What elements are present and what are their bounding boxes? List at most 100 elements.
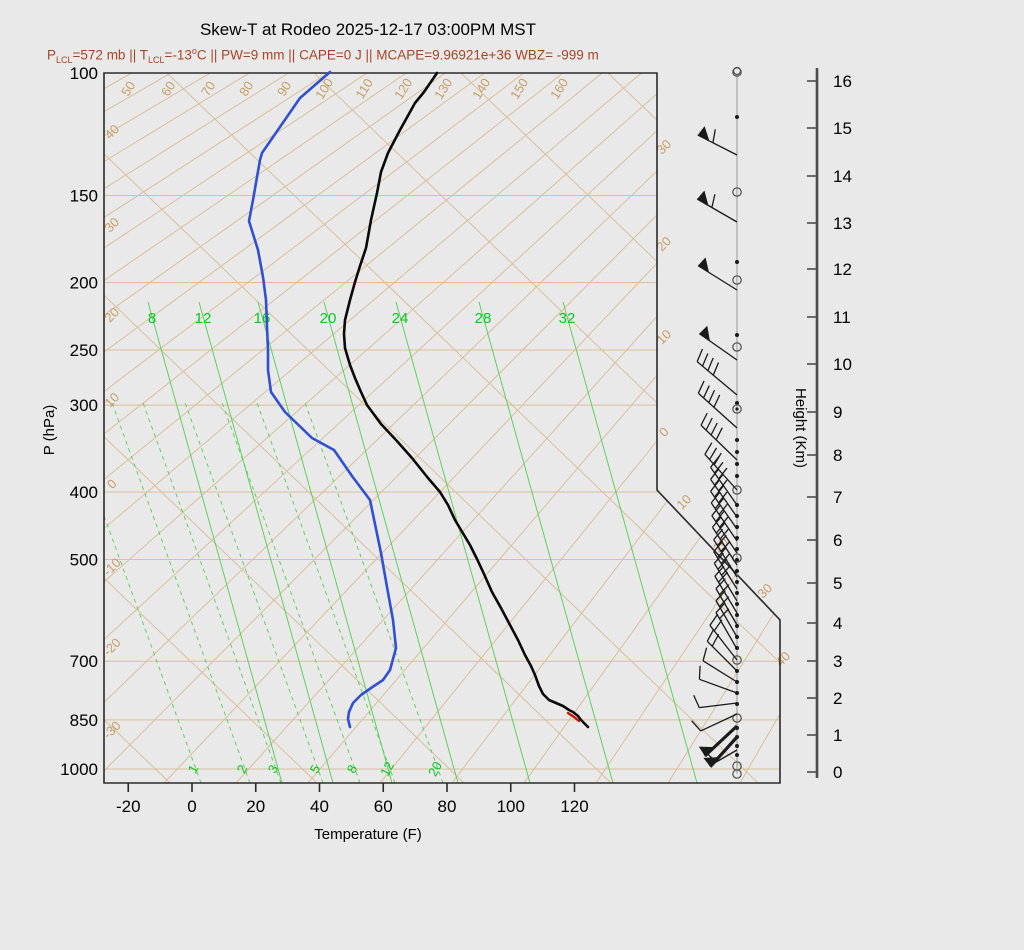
height-tick-label: 11 — [833, 308, 851, 327]
pressure-tick-label: 250 — [70, 341, 98, 360]
wind-barb — [715, 602, 738, 650]
wind-level-dot — [735, 450, 739, 454]
barb-feather — [713, 552, 724, 564]
dry-adiabat-line — [667, 73, 780, 783]
barb-feather — [713, 540, 724, 553]
barb-shaft — [714, 575, 738, 614]
isotherm-line — [104, 73, 465, 783]
wind-level-dot — [735, 569, 739, 573]
x-axis-title: Temperature (F) — [314, 826, 422, 843]
height-tick-label: 13 — [833, 214, 852, 233]
x-tick-label: 0 — [187, 797, 196, 816]
height-tick-label: 9 — [833, 403, 842, 422]
moist-adiabat-line — [478, 301, 614, 783]
x-tick-label: 40 — [310, 797, 329, 816]
mixing-ratio-line — [303, 399, 444, 783]
barb-feather — [700, 412, 708, 426]
barb-feather — [706, 628, 715, 642]
pressure-tick-label: 100 — [70, 64, 98, 83]
pressure-tick-label: 500 — [70, 550, 98, 569]
isotherm-label-top: 100 — [312, 75, 336, 101]
barb-shaft — [709, 735, 739, 768]
wind-barb — [706, 628, 738, 672]
wind-level-circle — [732, 342, 742, 352]
wind-level-circle — [732, 485, 742, 495]
barb-feather — [710, 480, 720, 492]
wind-level-circle — [732, 655, 742, 665]
wind-barb — [696, 190, 738, 223]
height-tick-label: 0 — [833, 763, 842, 782]
temperature-axis: -20 0 20 40 60 80 100 120 Temperature (F) — [116, 783, 589, 843]
wind-level-circle — [732, 67, 742, 77]
pressure-axis: 100 150 200 250 300 400 500 700 850 1000 P (hPa) — [41, 64, 98, 779]
mixing-ratio-label: 12 — [377, 759, 397, 779]
wind-level-dot — [735, 580, 739, 584]
barb-shaft — [700, 713, 738, 732]
barb-feather — [713, 528, 724, 541]
wind-level-dot — [735, 744, 739, 748]
grid-dry-adiabats — [104, 73, 780, 783]
wind-barb — [703, 735, 739, 768]
height-tick-label: 15 — [833, 119, 852, 138]
isotherm-line — [104, 73, 318, 783]
x-tick-label: 60 — [374, 797, 393, 816]
barb-feather — [719, 608, 730, 620]
barb-feather — [719, 528, 730, 540]
pressure-axis-title: P (hPa) — [41, 405, 58, 456]
wind-barb — [693, 694, 738, 709]
mixing-ratio-label: 3 — [265, 762, 282, 775]
dry-adiabat-line — [104, 73, 485, 783]
dry-adiabat-line — [104, 73, 329, 783]
parcel-segment — [566, 711, 581, 723]
barb-feather — [713, 394, 721, 408]
barb-feather — [711, 194, 716, 208]
grid-labels: 50 60 70 80 90 100 110 120 130 140 150 160403020100… — [100, 75, 793, 741]
barb-feather — [712, 129, 716, 143]
barb-feather — [715, 510, 725, 522]
wind-barb — [704, 442, 738, 491]
grid-pressure-lines — [104, 195, 780, 770]
wind-barb — [711, 516, 738, 566]
pressure-tick-label: 1000 — [60, 760, 98, 779]
barb-feather — [709, 447, 718, 460]
barb-feather — [714, 473, 724, 486]
wind-barb — [696, 348, 738, 396]
mixing-ratio-line — [104, 399, 202, 783]
wind-level-dot — [735, 333, 739, 337]
moist-adiabat-label: 12 — [195, 310, 212, 327]
wind-barb — [715, 590, 738, 638]
wind-barb — [700, 412, 738, 461]
wind-barb — [714, 565, 738, 614]
barb-feather — [710, 491, 721, 504]
dry-adiabat-line — [739, 73, 780, 783]
barb-feather — [716, 534, 727, 547]
barb-feather — [714, 485, 724, 498]
wind-level-circle — [732, 713, 742, 723]
isotherm-label-top: 60 — [158, 79, 178, 99]
temperature-curve — [342, 71, 590, 729]
mixing-ratio-line — [141, 399, 282, 783]
label-diagonal-edge: 30 — [754, 580, 775, 601]
barb-feather — [696, 348, 704, 362]
moist-adiabats — [147, 301, 698, 783]
dry-adiabat-line — [104, 73, 250, 783]
mixing-ratio-line — [255, 399, 396, 783]
barb-feather — [720, 552, 731, 564]
barb-shaft — [715, 600, 738, 638]
isotherm-label-top: 130 — [431, 75, 455, 101]
mixing-ratio-lines — [104, 399, 444, 783]
barb-feather — [697, 380, 705, 394]
isotherm-line — [460, 73, 780, 783]
dry-adiabat-line — [104, 73, 564, 783]
barb-feather — [708, 389, 716, 403]
dry-adiabat-line — [104, 73, 211, 783]
barb-shaft — [715, 612, 738, 650]
moist-adiabat-line — [562, 301, 698, 783]
dry-adiabat-line — [523, 73, 780, 783]
barb-shaft — [709, 624, 738, 661]
label-right-edge: 0 — [656, 424, 672, 440]
grid-isotherms — [104, 73, 780, 783]
